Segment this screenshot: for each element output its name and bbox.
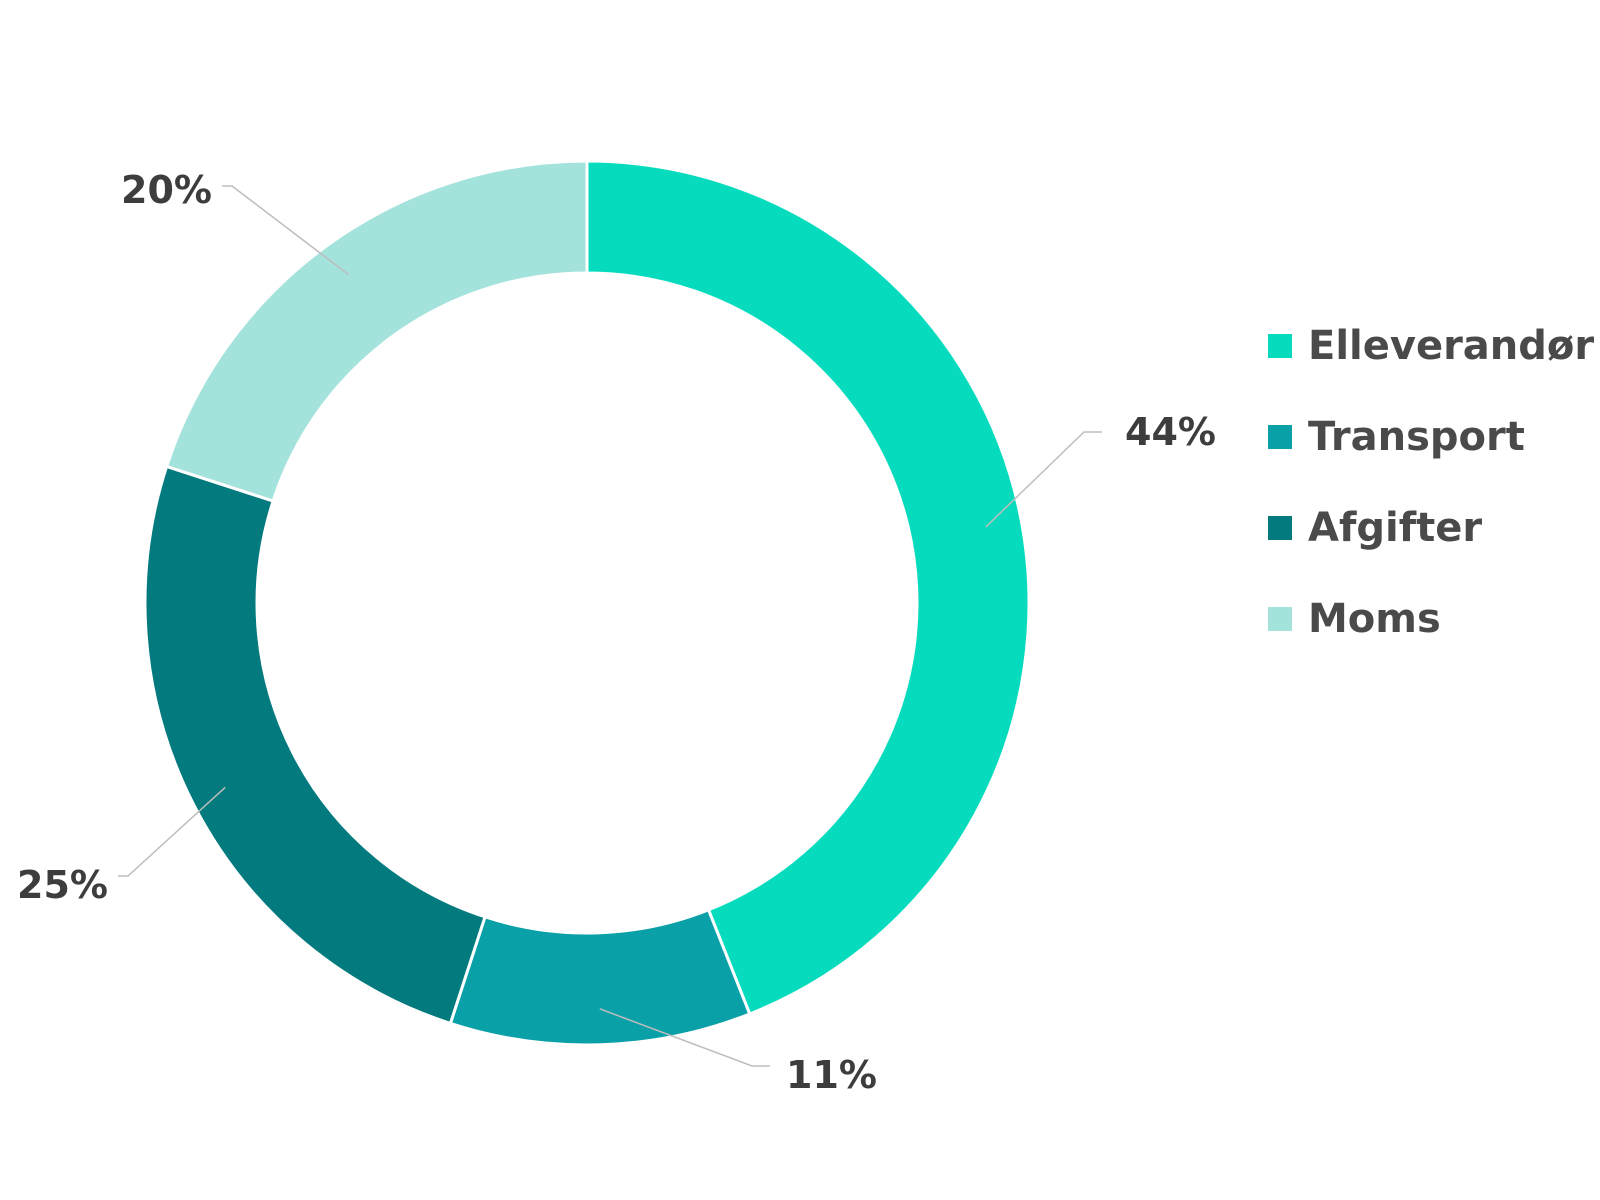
slice-moms — [164, 159, 589, 503]
slice-afgifter — [143, 464, 487, 1026]
legend-item-elleverand-r: Elleverandør — [1268, 300, 1594, 391]
legend-label-afgifter: Afgifter — [1308, 504, 1483, 551]
chart-legend: Elleverandør Transport Afgifter Moms — [1268, 300, 1594, 664]
slice-transport — [448, 907, 752, 1047]
legend-swatch-afgifter — [1268, 515, 1292, 540]
leader-line-elleverand-r — [985, 431, 1102, 528]
label-moms: 20% — [121, 168, 212, 212]
legend-item-moms: Moms — [1268, 573, 1594, 664]
legend-item-afgifter: Afgifter — [1268, 482, 1594, 573]
donut-slices — [143, 159, 1031, 1047]
legend-swatch-transport — [1268, 424, 1292, 449]
legend-label-transport: Transport — [1308, 413, 1525, 460]
percentage-labels: 44% 11% 25% 20% — [17, 168, 1216, 1097]
label-transport: 11% — [786, 1053, 877, 1097]
label-afgifter: 25% — [17, 863, 108, 907]
slice-elleverand-r — [585, 159, 1031, 1016]
leader-lines — [118, 185, 1102, 1067]
legend-label-elleverand-r: Elleverandør — [1308, 322, 1595, 369]
label-elleverand-r: 44% — [1125, 410, 1216, 454]
legend-label-moms: Moms — [1308, 595, 1441, 642]
legend-item-transport: Transport — [1268, 391, 1594, 482]
legend-swatch-moms — [1268, 606, 1292, 631]
legend-swatch-elleverand-r — [1268, 333, 1292, 358]
leader-line-moms — [222, 185, 349, 276]
leader-line-afgifter — [118, 786, 226, 877]
leader-line-transport — [599, 1008, 770, 1067]
